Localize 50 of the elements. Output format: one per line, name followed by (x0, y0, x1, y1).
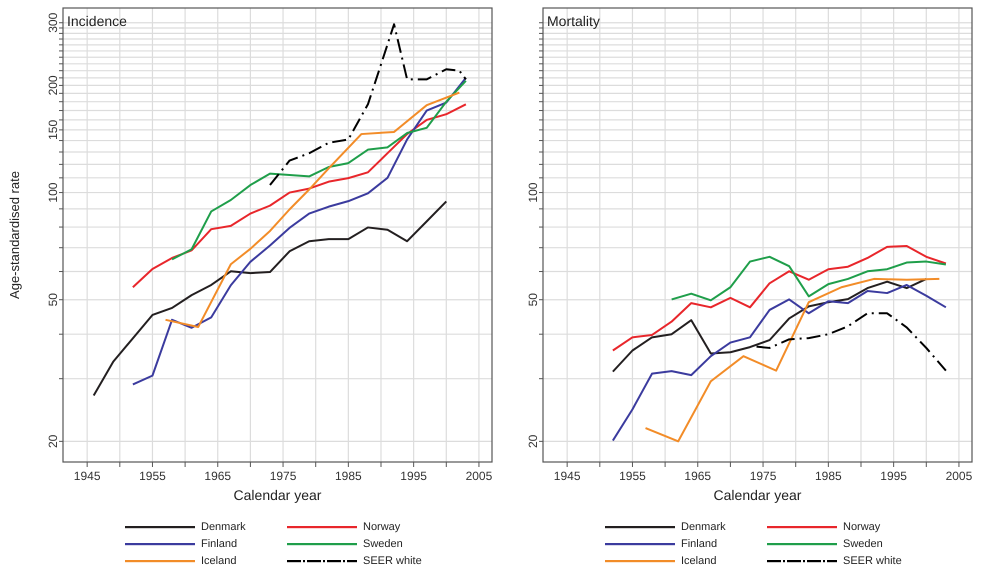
x-tick-label: 1985 (814, 469, 842, 483)
chart-title: Incidence (67, 13, 128, 29)
legend-label: Sweden (843, 538, 883, 550)
x-tick-label: 1965 (204, 469, 232, 483)
legend-label: SEER white (363, 555, 422, 567)
y-tick-label: 20 (46, 434, 60, 448)
x-tick-label: 2005 (466, 469, 493, 483)
x-tick-label: 1995 (880, 469, 908, 483)
y-tick-label: 200 (46, 75, 60, 96)
line-series (164, 92, 460, 328)
line-series (756, 312, 947, 372)
line-series (670, 256, 947, 302)
y-tick-label: 20 (526, 434, 540, 448)
y-axis-title: Age-standardised rate (7, 171, 22, 299)
x-axis-title: Calendar year (234, 487, 322, 503)
x-axis-title: Calendar year (714, 487, 802, 503)
x-tick-label: 1985 (334, 469, 362, 483)
line-series (132, 103, 467, 288)
x-tick-label: 1955 (139, 469, 166, 483)
line-series (612, 244, 947, 352)
line-series (612, 278, 928, 373)
y-tick-label: 100 (46, 182, 60, 203)
line-series (171, 80, 467, 260)
x-tick-label: 1975 (750, 469, 777, 483)
x-tick-label: 1945 (554, 469, 581, 483)
x-tick-label: 1975 (270, 469, 297, 483)
legend-label: Denmark (681, 521, 726, 533)
line-series (132, 76, 467, 386)
y-tick-label: 50 (526, 292, 540, 306)
legend-label: Iceland (681, 555, 716, 567)
x-tick-label: 1995 (400, 469, 428, 483)
line-series (268, 23, 467, 186)
legend-label: Finland (681, 538, 718, 550)
y-tick-label: 50 (46, 292, 60, 306)
legend-label: Norway (363, 521, 401, 533)
legend-label: SEER white (843, 555, 902, 567)
legend-label: Denmark (201, 521, 246, 533)
x-tick-label: 1945 (74, 469, 101, 483)
line-series (92, 200, 448, 397)
y-tick-label: 100 (526, 182, 540, 203)
y-tick-label: 150 (46, 120, 60, 140)
x-tick-label: 1955 (619, 469, 646, 483)
legend-label: Iceland (201, 555, 236, 567)
chart-title: Mortality (547, 13, 600, 29)
y-tick-label: 300 (46, 12, 60, 33)
x-tick-label: 2005 (946, 469, 973, 483)
legend-label: Finland (201, 538, 238, 550)
legend-label: Sweden (363, 538, 403, 550)
x-tick-label: 1965 (684, 469, 712, 483)
legend-label: Norway (843, 521, 881, 533)
